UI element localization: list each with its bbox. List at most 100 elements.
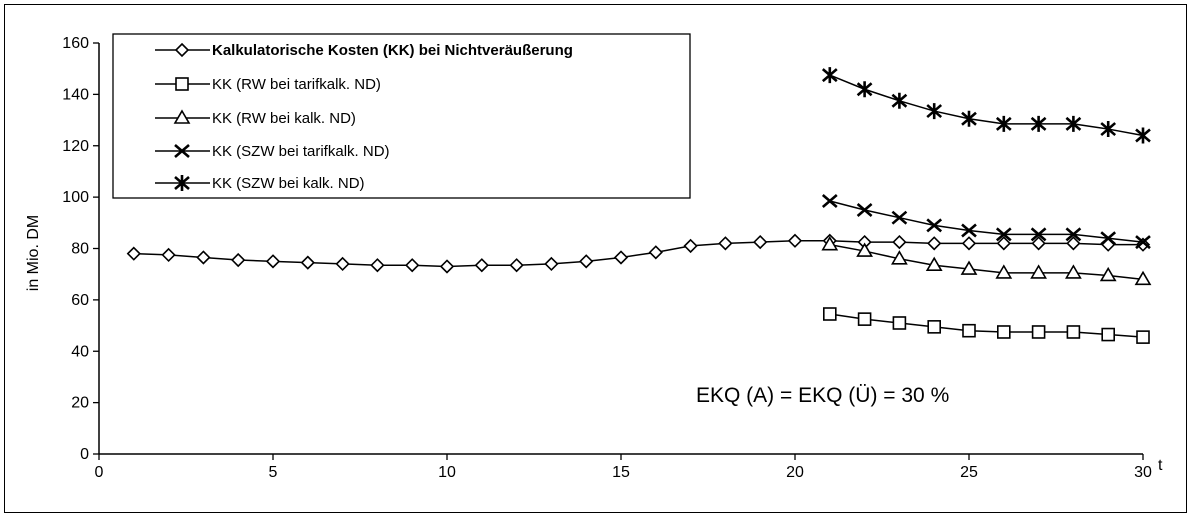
- x-tick-label: 0: [95, 464, 104, 481]
- diamond-marker: [1031, 236, 1046, 251]
- diamond-marker: [196, 250, 211, 265]
- x-marker: [1065, 227, 1082, 242]
- diamond-marker: [265, 254, 281, 269]
- y-tick-label: 20: [71, 395, 89, 412]
- square-marker: [857, 312, 872, 326]
- x-marker: [961, 223, 977, 238]
- diamond-marker: [161, 247, 176, 263]
- asterisk-marker: [961, 110, 977, 127]
- diamond-marker: [474, 258, 489, 273]
- asterisk-marker: [174, 175, 190, 191]
- diamond-marker: [126, 246, 141, 261]
- x-marker: [995, 227, 1012, 242]
- triangle-marker: [856, 242, 873, 257]
- diamond-marker: [892, 234, 907, 250]
- asterisk-marker: [821, 67, 838, 84]
- asterisk-marker: [1065, 115, 1082, 132]
- x-tick-label: 25: [960, 464, 978, 481]
- diamond-marker: [683, 238, 698, 254]
- diamond-marker: [753, 234, 768, 250]
- y-tick-label: 60: [71, 292, 89, 309]
- series-2: [822, 307, 1150, 344]
- x-marker: [926, 218, 943, 233]
- asterisk-marker: [1100, 121, 1117, 138]
- diamond-marker: [787, 233, 803, 248]
- series-layer: [126, 67, 1152, 344]
- square-marker: [175, 77, 189, 91]
- square-marker: [1066, 325, 1081, 339]
- triangle-marker: [995, 264, 1013, 279]
- diamond-marker: [231, 252, 246, 268]
- triangle-marker: [173, 109, 191, 124]
- legend-entry-1: Kalkulatorische Kosten (KK) bei Nichtver…: [155, 42, 573, 59]
- x-marker: [821, 193, 838, 208]
- diamond-marker: [335, 256, 350, 272]
- asterisk-marker: [1030, 115, 1047, 132]
- x-marker: [1030, 227, 1047, 242]
- triangle-marker: [1030, 264, 1047, 279]
- square-marker: [962, 323, 976, 338]
- x-axis-label: t: [1158, 457, 1163, 474]
- diamond-marker: [544, 256, 559, 272]
- y-tick-label: 100: [62, 189, 89, 206]
- diamond-marker: [174, 42, 190, 58]
- asterisk-marker: [856, 81, 873, 98]
- diamond-marker: [439, 259, 455, 274]
- square-marker: [892, 316, 907, 330]
- axes: 0 20 40 60 80 100 120 140 160 0 5 10 15 20 25 30: [62, 35, 1152, 481]
- triangle-marker: [1099, 266, 1117, 282]
- diamond-marker: [370, 258, 385, 273]
- x-tick-label: 30: [1134, 464, 1152, 481]
- diamond-marker: [961, 236, 977, 251]
- series-line: [829, 243, 1144, 281]
- diamond-marker: [1066, 236, 1081, 251]
- y-tick-label: 0: [80, 446, 89, 463]
- square-marker: [927, 320, 942, 334]
- x-marker: [1135, 235, 1151, 250]
- series-4: [821, 193, 1151, 250]
- legend-box: [112, 33, 691, 199]
- square-marker: [822, 307, 837, 321]
- diamond-marker: [509, 258, 524, 273]
- x-marker: [174, 144, 190, 158]
- legend-label: KK (RW bei kalk. ND): [212, 110, 356, 127]
- triangle-marker: [1065, 264, 1082, 279]
- y-tick-label: 120: [62, 138, 89, 155]
- series-3: [821, 236, 1152, 286]
- diamond-marker: [718, 236, 733, 251]
- diamond-marker: [648, 245, 663, 260]
- series-line: [829, 313, 1144, 338]
- x-tick-label: 10: [438, 464, 456, 481]
- y-tick-label: 80: [71, 241, 89, 258]
- x-marker: [1100, 231, 1117, 246]
- square-marker: [996, 325, 1011, 339]
- y-tick-label: 160: [62, 35, 89, 52]
- asterisk-marker: [891, 92, 908, 109]
- y-tick-label: 40: [71, 343, 89, 360]
- y-tick-label: 140: [62, 86, 89, 103]
- triangle-marker: [821, 236, 839, 251]
- legend-entry-2: KK (RW bei tarifkalk. ND): [155, 76, 381, 93]
- legend-label: KK (SZW bei tarifkalk. ND): [212, 143, 390, 160]
- x-tick-label: 15: [612, 464, 630, 481]
- triangle-marker: [925, 256, 943, 271]
- legend-label: KK (RW bei tarifkalk. ND): [212, 76, 381, 93]
- square-marker: [1101, 327, 1115, 342]
- legend-label: KK (SZW bei kalk. ND): [212, 175, 365, 192]
- legend-entry-3: KK (RW bei kalk. ND): [155, 109, 356, 127]
- diamond-marker: [579, 254, 594, 269]
- legend-entry-4: KK (SZW bei tarifkalk. ND): [155, 143, 390, 160]
- diamond-marker: [927, 236, 942, 251]
- series-line: [829, 74, 1144, 137]
- square-marker: [1031, 325, 1046, 339]
- triangle-marker: [891, 250, 908, 265]
- square-marker: [1136, 330, 1150, 344]
- chart-annotation: EKQ (A) = EKQ (Ü) = 30 %: [696, 384, 949, 407]
- legend: Kalkulatorische Kosten (KK) bei Nichtver…: [112, 33, 691, 199]
- triangle-marker: [1134, 270, 1152, 286]
- series-1: [126, 233, 1151, 274]
- diamond-marker: [996, 236, 1011, 251]
- diamond-marker: [613, 250, 629, 265]
- asterisk-marker: [926, 103, 943, 120]
